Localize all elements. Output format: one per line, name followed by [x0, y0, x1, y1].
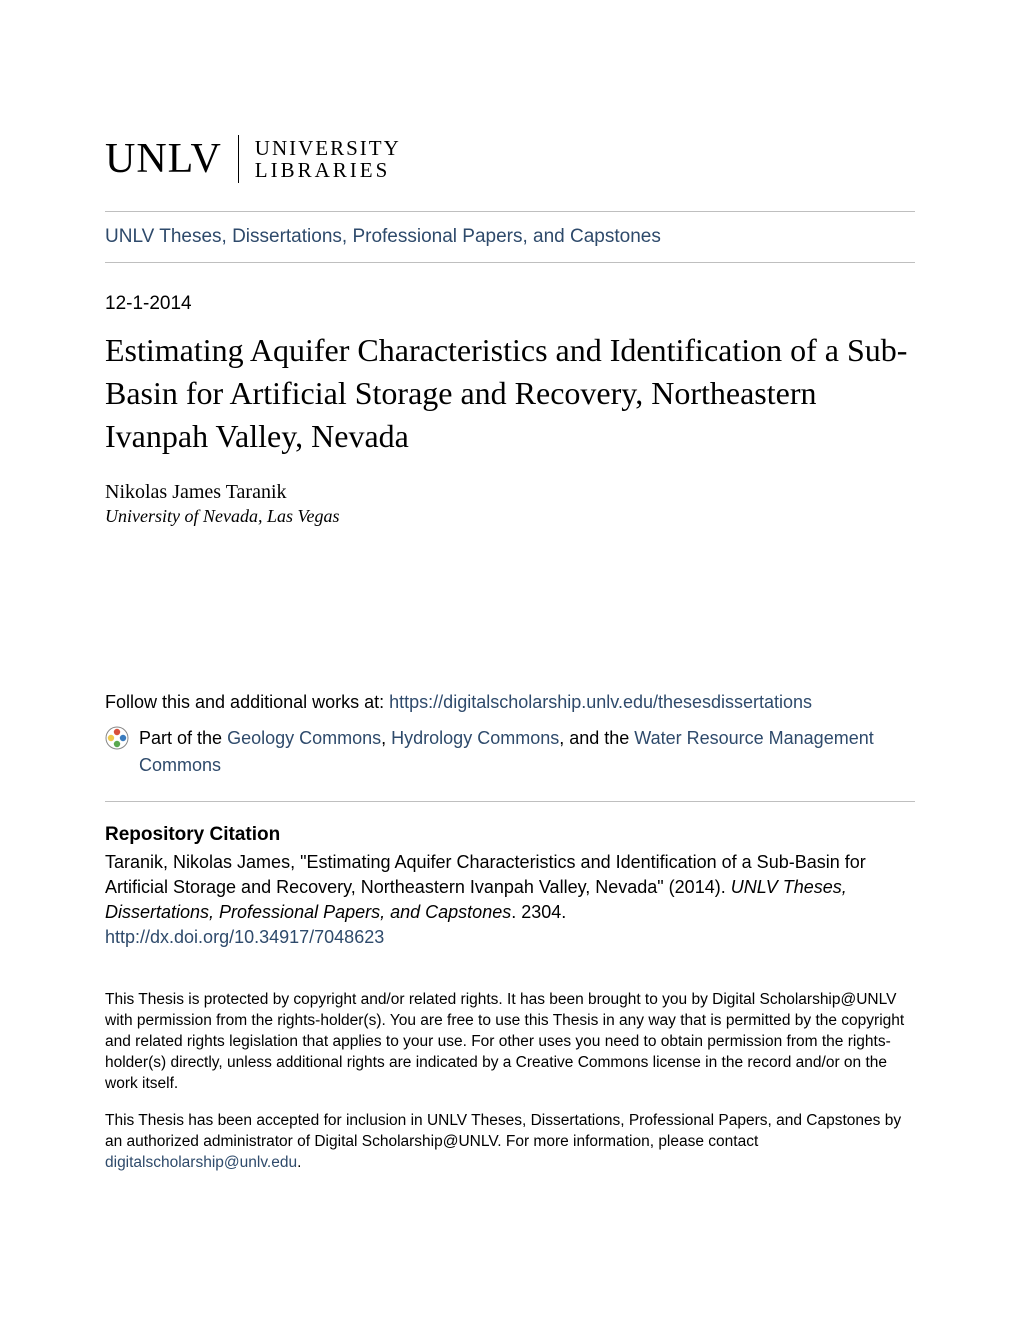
doi-link[interactable]: http://dx.doi.org/10.34917/7048623: [105, 927, 384, 948]
logo-libraries-text: LIBRARIES: [255, 159, 401, 181]
author-affiliation: University of Nevada, Las Vegas: [105, 506, 915, 527]
logo-university-text: UNIVERSITY: [255, 137, 401, 159]
collection-link[interactable]: UNLV Theses, Dissertations, Professional…: [105, 212, 915, 262]
rule-after-collection: [105, 262, 915, 263]
network-icon: [105, 726, 129, 750]
partof-sep2: , and the: [559, 728, 634, 748]
author-name: Nikolas James Taranik: [105, 481, 915, 504]
follow-prefix: Follow this and additional works at:: [105, 692, 389, 712]
logo-libraries-block: UNIVERSITY LIBRARIES: [255, 137, 401, 181]
disclaimer-block: This Thesis is protected by copyright an…: [105, 990, 915, 1173]
citation-part-b: . 2304.: [511, 902, 566, 922]
partof-sep1: ,: [381, 728, 391, 748]
spacer: [105, 527, 915, 692]
rule-before-citation: [105, 801, 915, 802]
disclaimer-p2: This Thesis has been accepted for inclus…: [105, 1111, 915, 1174]
geology-commons-link[interactable]: Geology Commons: [227, 728, 381, 748]
logo-unlv-text: UNLV: [105, 135, 222, 183]
part-of-line: Part of the Geology Commons, Hydrology C…: [105, 725, 915, 779]
citation-text: Taranik, Nikolas James, "Estimating Aqui…: [105, 850, 915, 926]
disclaimer-p1: This Thesis is protected by copyright an…: [105, 990, 915, 1095]
hydrology-commons-link[interactable]: Hydrology Commons: [391, 728, 559, 748]
disclaimer-p2-b: .: [297, 1154, 301, 1171]
follow-link[interactable]: https://digitalscholarship.unlv.edu/thes…: [389, 692, 812, 712]
logo-divider: [238, 135, 239, 183]
paper-title: Estimating Aquifer Characteristics and I…: [105, 329, 915, 459]
institution-logo: UNLV UNIVERSITY LIBRARIES: [105, 135, 915, 183]
citation-heading: Repository Citation: [105, 824, 915, 846]
publication-date: 12-1-2014: [105, 293, 915, 315]
follow-works-line: Follow this and additional works at: htt…: [105, 692, 915, 713]
disclaimer-p2-a: This Thesis has been accepted for inclus…: [105, 1112, 901, 1150]
contact-email-link[interactable]: digitalscholarship@unlv.edu: [105, 1154, 297, 1171]
partof-prefix: Part of the: [139, 728, 227, 748]
